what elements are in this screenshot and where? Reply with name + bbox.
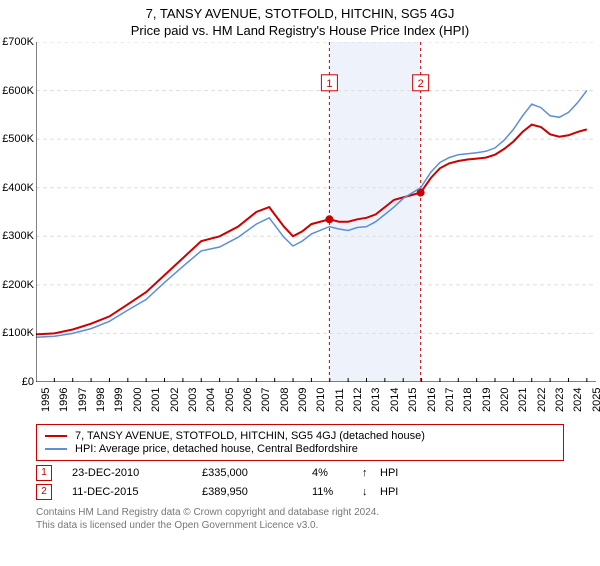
sale-hpitext-1: HPI xyxy=(380,467,398,479)
x-tick-label: 2018 xyxy=(462,388,474,412)
line-chart-svg: 12 xyxy=(36,42,596,382)
x-tick-label: 1995 xyxy=(40,388,52,412)
x-tick-label: 2009 xyxy=(297,388,309,412)
x-tick-label: 2015 xyxy=(407,388,419,412)
footer-line-1: Contains HM Land Registry data © Crown c… xyxy=(36,506,564,519)
svg-text:1: 1 xyxy=(326,78,332,90)
x-tick-label: 2004 xyxy=(205,388,217,412)
legend-swatch-subject xyxy=(45,435,67,437)
x-tick-label: 2017 xyxy=(444,388,456,412)
arrow-down-icon: ↓ xyxy=(362,486,376,498)
x-tick-label: 2019 xyxy=(481,388,493,412)
y-tick-label: £700K xyxy=(0,36,34,48)
y-tick-label: £500K xyxy=(0,133,34,145)
y-tick-label: £100K xyxy=(0,327,34,339)
legend-swatch-hpi xyxy=(45,448,67,450)
x-tick-label: 2020 xyxy=(499,388,511,412)
x-tick-label: 2023 xyxy=(554,388,566,412)
x-tick-label: 2005 xyxy=(224,388,236,412)
x-tick-label: 2008 xyxy=(279,388,291,412)
footer-line-2: This data is licensed under the Open Gov… xyxy=(36,519,564,532)
sale-badge-2: 2 xyxy=(36,484,52,500)
y-tick-label: £600K xyxy=(0,85,34,97)
legend-row-subject: 7, TANSY AVENUE, STOTFOLD, HITCHIN, SG5 … xyxy=(45,430,555,442)
sale-row-1: 1 23-DEC-2010 £335,000 4% ↑ HPI xyxy=(36,465,564,481)
sale-pct-1: 4% xyxy=(312,467,362,479)
x-tick-label: 2007 xyxy=(260,388,272,412)
x-tick-label: 1996 xyxy=(58,388,70,412)
x-tick-label: 2022 xyxy=(536,388,548,412)
x-tick-label: 2025 xyxy=(591,388,600,412)
legend-row-hpi: HPI: Average price, detached house, Cent… xyxy=(45,443,555,455)
x-tick-label: 2011 xyxy=(334,388,346,412)
x-tick-label: 1997 xyxy=(77,388,89,412)
x-tick-label: 2006 xyxy=(242,388,254,412)
y-tick-label: £200K xyxy=(0,279,34,291)
legend-label-hpi: HPI: Average price, detached house, Cent… xyxy=(75,443,358,455)
x-tick-label: 2002 xyxy=(169,388,181,412)
sale-row-2: 2 11-DEC-2015 £389,950 11% ↓ HPI xyxy=(36,484,564,500)
x-tick-label: 2013 xyxy=(370,388,382,412)
sales-table: 1 23-DEC-2010 £335,000 4% ↑ HPI 2 11-DEC… xyxy=(36,465,564,500)
x-tick-label: 2010 xyxy=(315,388,327,412)
footer-attribution: Contains HM Land Registry data © Crown c… xyxy=(36,506,564,532)
x-tick-label: 2001 xyxy=(150,388,162,412)
x-tick-label: 2024 xyxy=(572,388,584,412)
x-tick-label: 2012 xyxy=(352,388,364,412)
chart-area: 12 £0£100K£200K£300K£400K£500K£600K£700K xyxy=(36,42,596,382)
x-tick-label: 2014 xyxy=(389,388,401,412)
y-tick-label: £300K xyxy=(0,230,34,242)
legend-box: 7, TANSY AVENUE, STOTFOLD, HITCHIN, SG5 … xyxy=(36,424,564,461)
svg-text:2: 2 xyxy=(418,78,424,90)
sale-hpitext-2: HPI xyxy=(380,486,398,498)
x-tick-label: 1999 xyxy=(113,388,125,412)
sale-pct-2: 11% xyxy=(312,486,362,498)
page-title: 7, TANSY AVENUE, STOTFOLD, HITCHIN, SG5 … xyxy=(0,6,600,21)
x-tick-label: 2000 xyxy=(132,388,144,412)
sale-date-2: 11-DEC-2015 xyxy=(72,486,202,498)
sale-price-1: £335,000 xyxy=(202,467,312,479)
sale-price-2: £389,950 xyxy=(202,486,312,498)
x-tick-label: 1998 xyxy=(95,388,107,412)
page-subtitle: Price paid vs. HM Land Registry's House … xyxy=(0,23,600,38)
legend-label-subject: 7, TANSY AVENUE, STOTFOLD, HITCHIN, SG5 … xyxy=(75,430,425,442)
x-tick-label: 2016 xyxy=(426,388,438,412)
arrow-up-icon: ↑ xyxy=(362,467,376,479)
y-tick-label: £400K xyxy=(0,182,34,194)
x-axis-labels: 1995 1996 1997 1998 1999 2000 2001 2002 2003 2004… xyxy=(36,382,596,418)
sale-badge-1: 1 xyxy=(36,465,52,481)
x-tick-label: 2021 xyxy=(517,388,529,412)
sale-date-1: 23-DEC-2010 xyxy=(72,467,202,479)
y-tick-label: £0 xyxy=(0,376,34,388)
x-tick-label: 2003 xyxy=(187,388,199,412)
